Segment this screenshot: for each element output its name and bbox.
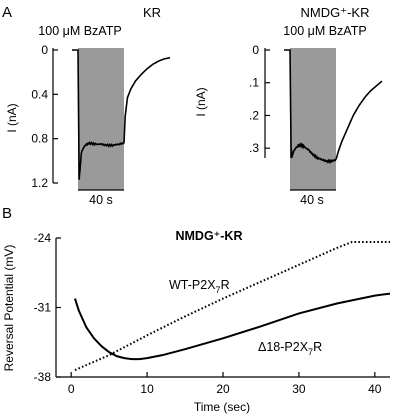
- panel-b-x-ticks: 0 10 20 30 40: [68, 372, 382, 396]
- panel-a1-stimulus-label: 100 μM BzATP: [38, 24, 121, 38]
- panel-b-y-tick-label-0: -24: [34, 231, 52, 245]
- panel-a2-title: NMDG⁺-KR: [301, 5, 370, 20]
- panel-b-x-tick-label-4: 40: [368, 382, 382, 396]
- a2-y-tick-label-0: 0: [252, 43, 259, 57]
- panel-a2-stimulus-shading: [290, 48, 336, 190]
- panel-b-x-tick-label-3: 30: [292, 382, 306, 396]
- panel-a2-current-trace: [284, 49, 383, 164]
- a1-y-tick-label-3: 1.2: [31, 176, 48, 190]
- a2-y-tick-label-1: .1: [249, 76, 259, 90]
- a2-y-tick-label-2: .2: [249, 108, 259, 122]
- panel-b-series-d18-label: Δ18-P2X7R: [258, 340, 322, 357]
- panel-a2-y-ticks: 0 .1 .2 .3: [249, 43, 270, 155]
- panel-b-x-tick-label-0: 0: [68, 382, 75, 396]
- panel-b-x-tick-label-1: 10: [140, 382, 154, 396]
- panel-a1-y-label: I (nA): [5, 103, 19, 132]
- panel-b-series-d18-line: [74, 292, 391, 361]
- panel-letter-a: A: [2, 4, 12, 21]
- a1-y-tick-label-2: 0.8: [31, 132, 48, 146]
- panel-b-series-wt-label: WT-P2X7R: [169, 278, 230, 295]
- panel-a1-current-trace: [72, 49, 171, 180]
- panel-a2-scale-bar-label: 40 s: [300, 193, 324, 207]
- panel-a1-y-ticks: 0 0.4 0.8 1.2: [31, 43, 58, 190]
- panel-a1-title: KR: [143, 5, 161, 20]
- panel-b-series-wt-line: [74, 240, 390, 371]
- panel-letter-b: B: [2, 205, 12, 222]
- panel-b-y-ticks: -24 -31 -38: [34, 231, 61, 384]
- panel-a2-stimulus-label: 100 μM BzATP: [283, 24, 366, 38]
- panel-a2-y-label: I (nA): [194, 87, 208, 116]
- panel-a1: KR 100 μM BzATP 0 0.4 0.8 1.2 I (nA) 40 s: [5, 5, 171, 207]
- panel-b-x-label: Time (sec): [194, 400, 250, 414]
- a2-y-tick-label-3: .3: [249, 141, 259, 155]
- a1-y-tick-label-0: 0: [41, 43, 48, 57]
- panel-a2: NMDG⁺-KR 100 μM BzATP 0 .1 .2 .3 I (nA) 40 …: [194, 5, 383, 207]
- panel-b-y-label: Reversal Potential (mV): [2, 245, 16, 372]
- panel-b-y-tick-label-2: -38: [34, 370, 52, 384]
- panel-a1-stimulus-shading: [78, 48, 124, 190]
- a1-y-tick-label-1: 0.4: [31, 87, 48, 101]
- panel-b-title: NMDG⁺-KR: [175, 229, 242, 243]
- panel-b-x-tick-label-2: 20: [216, 382, 230, 396]
- panel-a1-scale-bar-label: 40 s: [89, 193, 113, 207]
- panel-b-y-tick-label-1: -31: [34, 301, 52, 315]
- panel-b: NMDG⁺-KR -24 -31 -38 0 10 20 30 40 Reversal Po…: [2, 229, 391, 414]
